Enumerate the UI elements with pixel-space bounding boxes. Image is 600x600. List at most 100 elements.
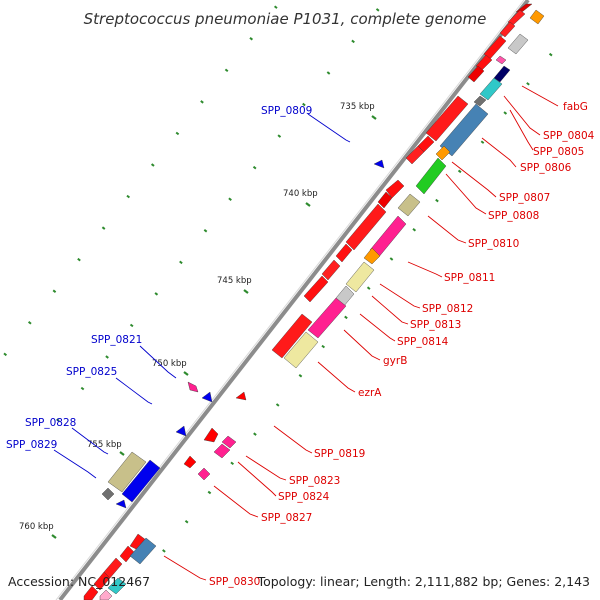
tick-mark [435,198,439,203]
tick-mark [207,490,212,495]
gene-arrow [107,577,127,595]
gene-arrow [83,585,99,600]
tick-mark [184,519,189,524]
gene-label-SPP_0808: SPP_0808 [488,210,539,222]
scale-label-745: 745 kbp [217,276,252,286]
gene-label-SPP_0812: SPP_0812 [422,303,473,315]
tick-mark [56,418,60,422]
major-tick-mark [119,451,125,456]
gene-label-SPP_0807: SPP_0807 [499,192,550,204]
tick-mark [277,134,282,138]
tick-mark [105,355,109,359]
gene-arrow [183,455,197,469]
gene-arrow [345,203,387,251]
gene-arrow [415,157,447,195]
gene-label-SPP_0819: SPP_0819 [314,448,365,460]
tick-mark [275,403,280,407]
scale-label-755: 755 kbp [87,440,122,450]
forward-gene-labels: fabG SPP_0804 SPP_0805 SPP_0806 SPP_0807… [209,101,595,588]
gene-arrow [363,247,381,265]
tick-mark [457,169,462,174]
gene-arrow [121,459,161,503]
gene-arrow [373,159,385,169]
gene-arrow [529,9,545,25]
gene-label-SPP_0824: SPP_0824 [278,491,330,503]
gene-label-SPP_0814: SPP_0814 [397,336,449,348]
gene-arrow [335,243,353,263]
gene-arrow [187,381,199,393]
gene-label-gyrB: gyrB [383,355,407,367]
scale-label-735: 735 kbp [340,102,375,112]
gene-label-SPP_0804: SPP_0804 [543,130,595,142]
gene-label-SPP_0828: SPP_0828 [25,417,76,429]
gene-label-fabG: fabG [563,101,588,113]
forward-strand-genes [83,3,545,600]
tick-mark [162,549,166,553]
major-tick-mark [243,289,249,294]
scale-labels: 735 kbp 740 kbp 745 kbp 750 kbp 755 kbp … [19,102,375,532]
genome-stats-text: Topology: linear; Length: 2,111,882 bp; … [257,574,590,589]
gene-arrow [221,435,237,449]
gene-label-SPP_0813: SPP_0813 [410,319,461,331]
gene-label-SPP_0805: SPP_0805 [533,146,584,158]
gene-arrow [479,77,503,101]
gene-arrow [495,55,507,65]
gene-arrow [283,331,319,369]
scale-label-740: 740 kbp [283,189,318,199]
tick-mark [252,165,257,170]
tick-mark [526,82,530,86]
tick-mark [326,71,331,75]
gene-arrow [197,467,211,481]
gene-arrow [473,95,487,107]
gene-arrow [385,179,405,199]
tick-mark [351,39,355,44]
gene-arrow [203,427,219,443]
gene-arrow [101,487,115,501]
major-tick-mark [305,202,311,207]
tick-mark [228,197,232,201]
gene-arrow [345,261,375,293]
tick-mark [412,228,417,232]
gene-arrow [129,537,157,565]
tick-mark [150,163,155,167]
gene-arrow [213,443,231,459]
tick-mark [126,194,131,199]
tick-mark [230,461,235,466]
gene-label-SPP_0809: SPP_0809 [261,105,312,117]
gene-arrow [435,145,451,161]
gene-arrow [271,313,313,359]
gene-label-ezrA: ezrA [358,387,382,399]
major-tick-mark [183,371,189,376]
gene-label-SPP_0825: SPP_0825 [66,366,117,378]
tick-mark [273,5,278,9]
gene-label-SPP_0811: SPP_0811 [444,272,495,284]
gene-arrow [307,297,347,339]
tick-mark [548,52,553,57]
tick-mark [101,226,106,230]
gene-arrow [425,95,469,142]
tick-marks [3,5,553,553]
tick-mark [389,257,394,261]
gene-arrow [321,259,341,281]
gene-label-SPP_0806: SPP_0806 [520,162,572,174]
tick-mark [80,386,85,391]
tick-mark [27,321,32,325]
gene-arrow [499,21,516,38]
tick-mark [3,352,8,357]
gene-arrow [507,33,529,55]
scale-label-760: 760 kbp [19,522,54,532]
gene-arrow [397,193,421,217]
major-tick-mark [51,534,57,539]
label-leader-lines [53,85,559,581]
map-title: Streptococcus pneumoniae P1031, complete… [84,10,487,28]
tick-mark [129,323,134,328]
gene-arrow [493,65,511,83]
gene-arrow [405,145,425,165]
gene-arrow [377,191,393,209]
gene-arrow [175,425,187,437]
gene-arrow [99,589,113,600]
tick-mark [203,229,208,233]
gene-arrow [93,571,111,591]
gene-label-SPP_0827: SPP_0827 [261,512,312,524]
